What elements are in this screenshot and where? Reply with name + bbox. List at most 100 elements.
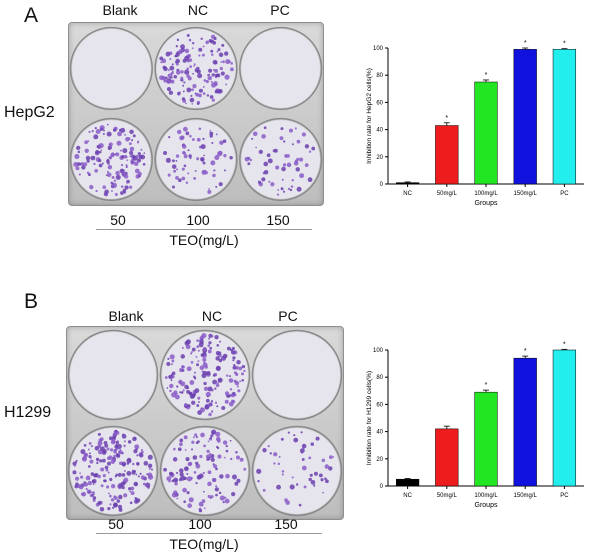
x-axis-label: Groups <box>475 502 498 509</box>
colony-dot <box>123 493 128 498</box>
y-tick-label: 0 <box>380 182 384 188</box>
colony-dot <box>212 478 217 482</box>
colony-dot <box>169 77 172 79</box>
colony-dot <box>126 159 129 162</box>
colony-dot <box>210 410 214 413</box>
colony-dot <box>74 465 76 467</box>
colony-dot <box>181 144 187 149</box>
colony-dot <box>214 401 218 404</box>
colony-dot <box>281 166 286 172</box>
colony-dot <box>100 149 103 151</box>
colony-dot <box>108 436 113 441</box>
colony-dot <box>126 462 130 465</box>
colony-dot <box>189 65 193 68</box>
colony-dot <box>76 145 81 151</box>
colony-dot <box>223 169 226 172</box>
well-rim <box>239 117 323 202</box>
colony-dot <box>286 162 292 168</box>
colony-dot <box>321 458 326 463</box>
colony-dot <box>241 372 245 376</box>
colony-dot <box>301 443 307 449</box>
colony-dot <box>103 479 106 482</box>
dose-axis-label: TEO(mg/L) <box>169 536 239 552</box>
colony-dot <box>179 442 183 447</box>
colony-dot <box>291 476 294 479</box>
colony-dot <box>213 169 216 172</box>
colony-dot <box>86 159 90 163</box>
colony-dot <box>111 175 115 179</box>
colony-dot <box>108 148 110 151</box>
colony-dot <box>215 185 218 188</box>
colony-dot <box>232 356 236 360</box>
colony-dot <box>281 178 284 181</box>
colony-dot <box>210 49 214 53</box>
colony-dot <box>91 479 95 483</box>
colony-dot <box>180 76 184 80</box>
colony-dot <box>230 67 234 72</box>
colony-dot <box>202 471 205 475</box>
colony-dot <box>215 155 218 157</box>
plate-label-blank: Blank <box>108 308 144 324</box>
y-axis-label: Inhibition rate for HepG2 cells(%) <box>366 68 373 164</box>
colony-dot <box>173 477 179 483</box>
colony-dot <box>196 404 200 407</box>
colony-dot <box>120 163 124 167</box>
y-tick-label: 20 <box>376 457 383 463</box>
colony-dot <box>206 94 210 97</box>
colony-dot <box>228 378 234 383</box>
colony-dot <box>112 506 115 509</box>
colony-dot <box>308 477 312 482</box>
colony-dot <box>167 357 170 361</box>
colony-dot <box>263 161 269 167</box>
colony-dot <box>221 406 226 410</box>
colony-dot <box>95 189 98 193</box>
colony-dot <box>203 444 207 448</box>
colony-dot <box>196 157 200 161</box>
colony-dot <box>145 482 151 488</box>
colony-dot <box>299 173 305 179</box>
colony-dot <box>135 498 141 503</box>
colony-dot <box>78 173 81 176</box>
colony-dot <box>216 50 219 53</box>
colony-dot <box>84 140 88 145</box>
colony-dot <box>324 464 330 469</box>
x-tick-label: 100mg/L <box>474 493 498 499</box>
colony-dot <box>171 185 175 189</box>
colony-plate-image <box>66 326 344 520</box>
colony-dot <box>99 446 105 452</box>
colony-dot <box>185 339 191 345</box>
colony-dot <box>99 459 103 463</box>
colony-dot <box>123 440 127 443</box>
x-tick-label: NC <box>403 191 412 197</box>
colony-dot <box>180 475 186 481</box>
colony-dot <box>176 70 181 75</box>
colony-dot <box>113 503 118 508</box>
well <box>70 332 156 418</box>
colony-dot <box>123 154 128 159</box>
colony-dot <box>191 400 196 405</box>
colony-dot <box>208 188 210 190</box>
colony-dot <box>185 467 189 470</box>
colony-dot <box>215 431 221 437</box>
colony-dot <box>279 136 284 141</box>
colony-dot <box>179 391 182 394</box>
colony-dot <box>107 471 110 474</box>
colony-dot <box>185 457 190 462</box>
colony-dot <box>184 69 190 75</box>
colony-dot <box>215 383 220 388</box>
dose-label-50: 50 <box>108 516 124 532</box>
colony-dot <box>263 169 269 175</box>
colony-dot <box>167 69 170 72</box>
colony-dot <box>196 102 200 106</box>
colony-dot <box>90 472 95 476</box>
colony-dot <box>137 152 141 156</box>
colony-dot <box>207 344 211 347</box>
colony-dot <box>127 440 132 444</box>
colony-dot <box>263 126 267 130</box>
colony-dot <box>120 185 124 188</box>
colony-dot <box>109 477 113 482</box>
colony-dot <box>106 172 112 178</box>
colony-dot <box>328 455 333 460</box>
colony-dot <box>287 431 290 434</box>
colony-dot <box>209 436 212 439</box>
